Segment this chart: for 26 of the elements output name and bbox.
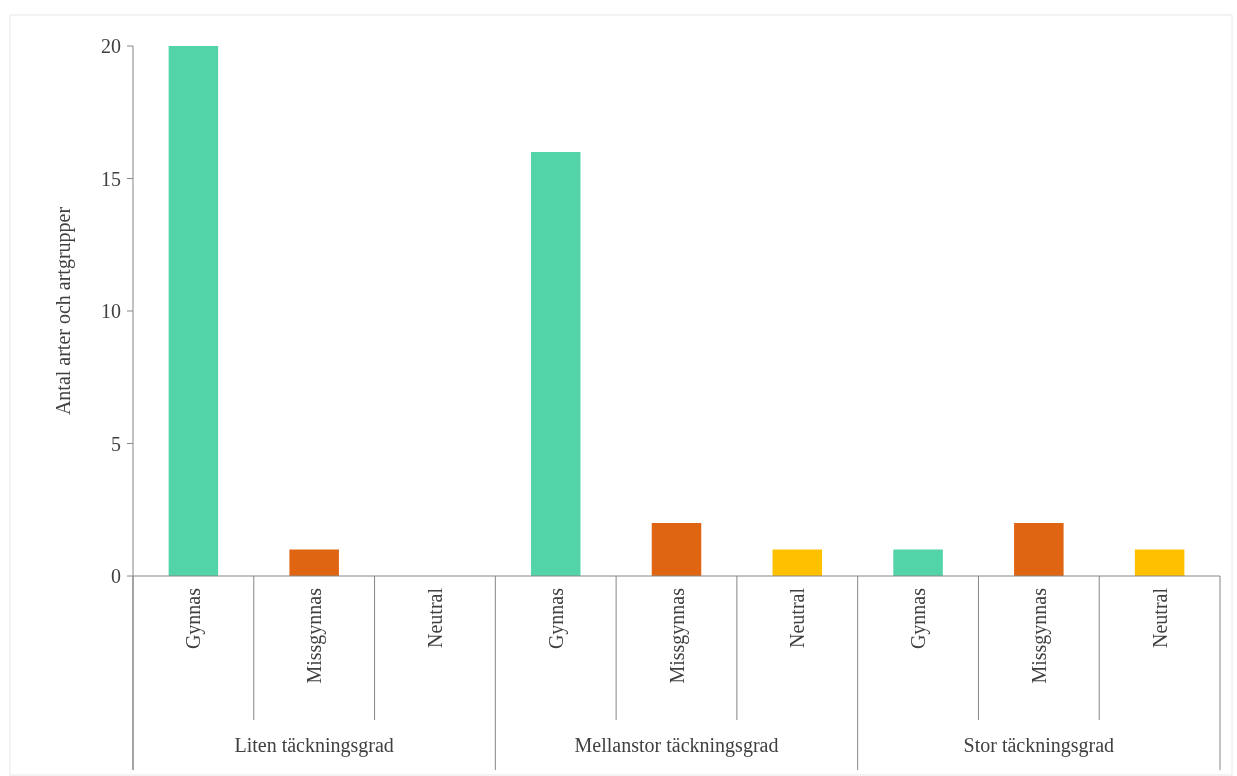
x-tick-label: Gynnas [182,587,206,650]
text: Mellanstor täckningsgrad [574,734,779,757]
x-tick-label: Gynnas [544,587,568,650]
x-tick-label: Neutral [1148,587,1171,648]
y-tick-label: 15 [101,167,121,190]
y-tick-label: 10 [101,300,121,322]
y-tick-label: 20 [101,35,121,57]
bar [651,523,702,576]
x-tick-label: Neutral [423,587,446,648]
bar [530,152,581,576]
bar [289,549,339,576]
text: Stor täckningsgrad [963,734,1115,757]
x-tick-label: Gynnas [907,587,931,650]
bar [168,46,219,576]
bar [1134,549,1185,576]
y-tick-label: 0 [111,565,121,587]
bar [772,549,823,576]
bar [1014,523,1064,576]
text: Liten täckningsgrad [234,734,394,757]
x-tick-label: Missgynnas [1027,587,1051,684]
x-tick-label: Neutral [786,587,809,648]
y-axis-title: Antal arter och artgrupper [52,206,75,416]
x-tick-label: Missgynnas [303,587,327,684]
x-tick-label: Missgynnas [665,587,689,684]
bar [893,549,943,576]
y-tick-label: 5 [111,432,121,455]
